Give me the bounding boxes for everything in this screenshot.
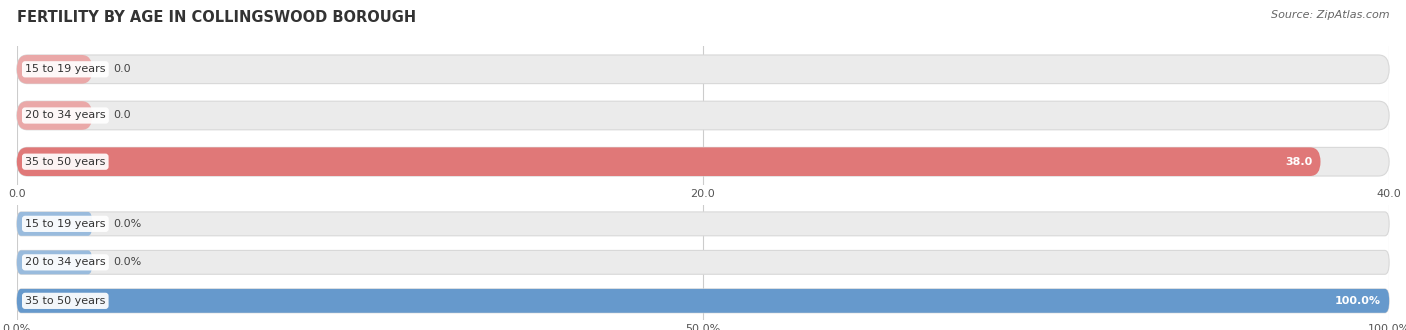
FancyBboxPatch shape: [17, 289, 1389, 313]
Text: 35 to 50 years: 35 to 50 years: [25, 296, 105, 306]
Text: Source: ZipAtlas.com: Source: ZipAtlas.com: [1271, 10, 1389, 20]
FancyBboxPatch shape: [17, 55, 93, 83]
Text: 0.0: 0.0: [112, 111, 131, 120]
FancyBboxPatch shape: [17, 212, 1389, 236]
FancyBboxPatch shape: [17, 101, 1389, 130]
Text: 0.0: 0.0: [112, 64, 131, 74]
FancyBboxPatch shape: [17, 250, 1389, 274]
Text: 0.0%: 0.0%: [112, 219, 141, 229]
FancyBboxPatch shape: [17, 55, 1389, 83]
Text: FERTILITY BY AGE IN COLLINGSWOOD BOROUGH: FERTILITY BY AGE IN COLLINGSWOOD BOROUGH: [17, 10, 416, 25]
Text: 15 to 19 years: 15 to 19 years: [25, 64, 105, 74]
FancyBboxPatch shape: [17, 289, 1389, 313]
Text: 100.0%: 100.0%: [1334, 296, 1381, 306]
FancyBboxPatch shape: [17, 101, 93, 130]
Text: 38.0: 38.0: [1285, 157, 1312, 167]
FancyBboxPatch shape: [17, 250, 93, 274]
FancyBboxPatch shape: [17, 212, 93, 236]
Text: 20 to 34 years: 20 to 34 years: [25, 111, 105, 120]
FancyBboxPatch shape: [17, 148, 1389, 176]
FancyBboxPatch shape: [17, 148, 1320, 176]
Text: 15 to 19 years: 15 to 19 years: [25, 219, 105, 229]
Text: 20 to 34 years: 20 to 34 years: [25, 257, 105, 267]
Text: 35 to 50 years: 35 to 50 years: [25, 157, 105, 167]
Text: 0.0%: 0.0%: [112, 257, 141, 267]
